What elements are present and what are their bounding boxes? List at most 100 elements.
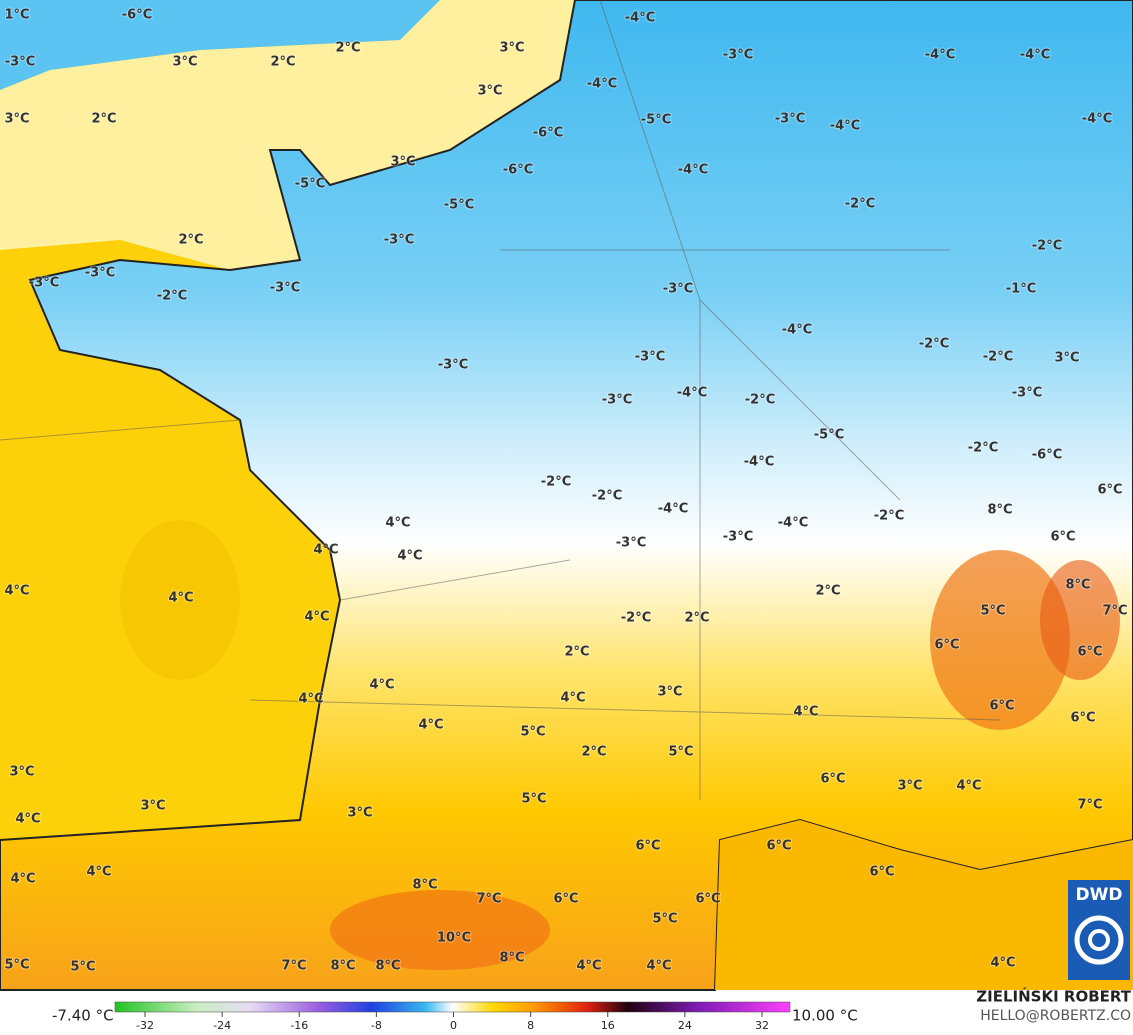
temperature-label: -2°C <box>874 509 904 524</box>
temperature-label: -2°C <box>983 350 1013 365</box>
temperature-label: -2°C <box>845 197 875 212</box>
temperature-label: 8°C <box>1065 578 1090 593</box>
temperature-label: 3°C <box>477 84 502 99</box>
temperature-label: -2°C <box>157 289 187 304</box>
logo-swirl <box>1088 929 1110 951</box>
mediterranean <box>715 820 1133 990</box>
temperature-label: 3°C <box>9 765 34 780</box>
temperature-label: 6°C <box>1050 530 1075 545</box>
temperature-label: -4°C <box>678 163 708 178</box>
alps-warm <box>1040 560 1120 680</box>
colorbar-tick-label: 8 <box>527 1019 534 1032</box>
map <box>0 0 1133 991</box>
temperature-label: 4°C <box>369 678 394 693</box>
temperature-label: 6°C <box>1097 483 1122 498</box>
temperature-label: 5°C <box>70 960 95 975</box>
temperature-label: -4°C <box>1020 48 1050 63</box>
temperature-label: -2°C <box>592 489 622 504</box>
temperature-label: 4°C <box>397 549 422 564</box>
spain-warm <box>330 890 550 970</box>
temperature-label: -3°C <box>602 393 632 408</box>
temperature-label: 2°C <box>564 645 589 660</box>
temperature-label: -4°C <box>744 455 774 470</box>
temperature-label: 4°C <box>4 584 29 599</box>
temperature-label: -2°C <box>1032 239 1062 254</box>
temperature-label: 3°C <box>1054 351 1079 366</box>
temperature-label: 3°C <box>897 779 922 794</box>
temperature-label: -4°C <box>677 386 707 401</box>
temperature-label: 6°C <box>695 892 720 907</box>
temperature-label: 2°C <box>178 233 203 248</box>
temperature-label: 5°C <box>668 745 693 760</box>
temperature-label: -4°C <box>782 323 812 338</box>
temperature-label: 7°C <box>1102 604 1127 619</box>
temperature-label: -3°C <box>5 55 35 70</box>
temperature-label: -5°C <box>295 177 325 192</box>
temperature-label: -2°C <box>968 441 998 456</box>
temperature-label: 4°C <box>313 543 338 558</box>
temperature-label: 4°C <box>793 705 818 720</box>
temperature-label: -4°C <box>658 502 688 517</box>
colorbar-min: -7.40 °C <box>52 1007 114 1025</box>
temperature-label: 6°C <box>989 699 1014 714</box>
colorbar-tick-label: -8 <box>371 1019 382 1032</box>
colorbar-max: 10.00 °C <box>792 1007 858 1025</box>
temperature-label: 7°C <box>281 959 306 974</box>
temperature-label: 2°C <box>335 41 360 56</box>
temperature-label: 6°C <box>1077 645 1102 660</box>
temperature-label: -4°C <box>625 11 655 26</box>
temperature-label: -4°C <box>587 77 617 92</box>
temperature-label: 4°C <box>560 691 585 706</box>
temperature-label: 7°C <box>476 892 501 907</box>
temperature-label: 2°C <box>581 745 606 760</box>
temperature-label: 10°C <box>437 931 471 946</box>
temperature-label: -4°C <box>830 119 860 134</box>
temperature-label: 2°C <box>684 611 709 626</box>
temperature-label: 4°C <box>385 516 410 531</box>
temperature-label: 8°C <box>375 959 400 974</box>
temperature-label: 8°C <box>412 878 437 893</box>
temperature-label: -3°C <box>635 350 665 365</box>
temperature-label: 4°C <box>168 591 193 606</box>
borders <box>0 0 1001 800</box>
temperature-label: 3°C <box>172 55 197 70</box>
temperature-label: 2°C <box>270 55 295 70</box>
temperature-label: -6°C <box>533 126 563 141</box>
temperature-label: -6°C <box>122 8 152 23</box>
colorbar-tick-label: 32 <box>755 1019 769 1032</box>
temperature-label: -2°C <box>541 475 571 490</box>
temperature-label: 4°C <box>576 959 601 974</box>
temperature-label: 2°C <box>91 112 116 127</box>
temperature-label: -2°C <box>919 337 949 352</box>
sea-warm <box>120 520 240 680</box>
author: ZIELIŃSKI ROBERT <box>976 987 1131 1006</box>
colorbar-tick-label: 0 <box>450 1019 457 1032</box>
temperature-label: -3°C <box>1012 386 1042 401</box>
temperature-label: -3°C <box>384 233 414 248</box>
temperature-label: -3°C <box>775 112 805 127</box>
temperature-label: 7°C <box>1077 798 1102 813</box>
temperature-label: 3°C <box>390 155 415 170</box>
temperature-label: 4°C <box>646 959 671 974</box>
temperature-label: 3°C <box>347 806 372 821</box>
temperature-label: 3°C <box>499 41 524 56</box>
temperature-label: -3°C <box>85 266 115 281</box>
temperature-label: 5°C <box>4 958 29 973</box>
temperature-label: 4°C <box>304 610 329 625</box>
temperature-label: 4°C <box>418 718 443 733</box>
colorbar-tick-label: 24 <box>678 1019 692 1032</box>
colorbar-tick-label: -24 <box>213 1019 231 1032</box>
temperature-label: 3°C <box>140 799 165 814</box>
temperature-label: -5°C <box>641 113 671 128</box>
logo-swirl <box>1074 915 1124 965</box>
temperature-label: 6°C <box>934 638 959 653</box>
temperature-label: 4°C <box>10 872 35 887</box>
channel <box>0 0 575 270</box>
temperature-label: 2°C <box>815 584 840 599</box>
temperature-label: 8°C <box>330 959 355 974</box>
temperature-label: 6°C <box>766 839 791 854</box>
temperature-label: -3°C <box>616 536 646 551</box>
temperature-label: 6°C <box>869 865 894 880</box>
temperature-label: 1°C <box>4 8 29 23</box>
